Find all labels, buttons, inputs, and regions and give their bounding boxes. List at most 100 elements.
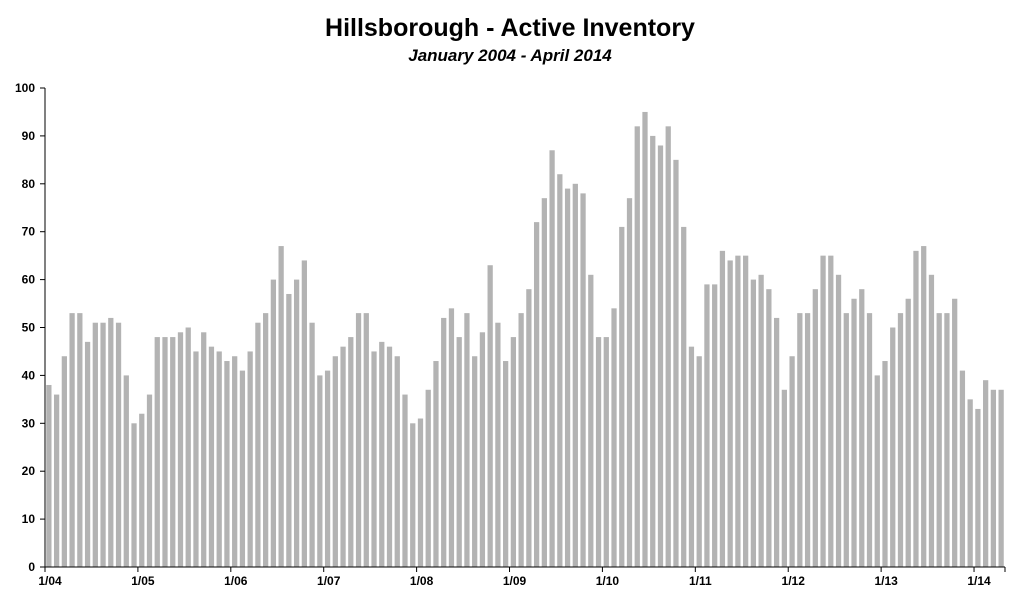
bar [657,145,664,568]
bar [619,226,625,567]
y-tick-label: 50 [22,321,36,335]
bar [487,265,493,567]
bar [170,337,176,567]
bar [998,389,1004,567]
bar [952,298,958,567]
bar [317,375,323,567]
bar [232,356,238,567]
bar [743,255,749,567]
bar [820,255,826,567]
bar [402,394,408,567]
bar [696,356,702,567]
bar [611,308,617,567]
bar [750,279,757,567]
bar [278,246,284,567]
bar [975,408,981,567]
bar [417,418,424,567]
bar [859,289,865,567]
bar [441,317,447,567]
bar [557,174,563,567]
bar [139,413,145,567]
bar [410,423,416,567]
bar [154,337,160,567]
bar [208,346,215,567]
bar [673,159,679,567]
bar [812,289,818,567]
bar [479,332,486,567]
bar [704,284,710,567]
bar [603,337,609,567]
chart-subtitle: January 2004 - April 2014 [408,46,612,65]
bar [53,394,60,567]
bar [781,389,787,567]
bar [572,183,578,568]
bar [882,361,888,567]
x-tick-label: 1/14 [967,574,991,588]
bar [293,279,300,567]
bar [967,399,973,567]
x-tick-label: 1/13 [874,574,898,588]
bar [363,313,369,567]
x-tick-label: 1/12 [782,574,806,588]
y-tick-label: 90 [22,129,36,143]
bar [464,313,470,567]
x-tick-label: 1/04 [38,574,62,588]
bar [371,351,377,567]
y-tick-label: 70 [22,225,36,239]
bar [115,322,122,567]
bar [921,246,927,567]
bar [936,313,942,567]
bar [355,313,362,567]
bar [216,351,222,567]
y-tick-label: 60 [22,273,36,287]
bar [332,356,338,567]
bar [433,361,439,567]
bar [735,255,741,567]
bar [843,313,849,567]
bar [626,198,633,568]
bar [712,284,718,567]
x-tick-label: 1/07 [317,574,341,588]
y-tick-label: 0 [28,560,35,574]
y-tick-label: 100 [15,81,35,95]
bar [348,337,354,567]
bar [301,260,307,567]
x-tick-label: 1/11 [689,574,712,588]
y-tick-label: 80 [22,177,36,191]
bar [510,337,517,567]
bar [983,380,989,567]
axes-group: 0 10 20 30 40 50 60 70 80 90 100 1/04 1/05 1/06 1/07 1/… [15,81,1006,588]
bar [69,313,75,567]
bar [472,356,478,567]
x-tick-label: 1/08 [410,574,434,588]
bar [913,250,919,568]
bar [379,341,385,567]
bar [541,198,547,568]
bar [131,423,137,567]
bar [681,226,687,567]
bar [897,313,904,567]
bar [634,126,640,567]
bar [990,389,997,567]
bar [193,351,199,567]
bars-group [46,111,1004,568]
bar [866,313,873,567]
bar [797,313,803,567]
bar [595,337,602,567]
bar [549,150,555,567]
bar [92,322,98,567]
bar [340,346,346,567]
bar [100,322,106,567]
bar [959,370,966,567]
bar [719,250,726,568]
bar [309,322,315,567]
bar [835,274,842,567]
bar [386,346,393,567]
bar [688,346,695,567]
y-tick-label: 10 [22,512,36,526]
bar [255,322,261,567]
bar [270,279,277,567]
bar [905,298,911,567]
bar [185,327,191,567]
bar [177,332,184,567]
